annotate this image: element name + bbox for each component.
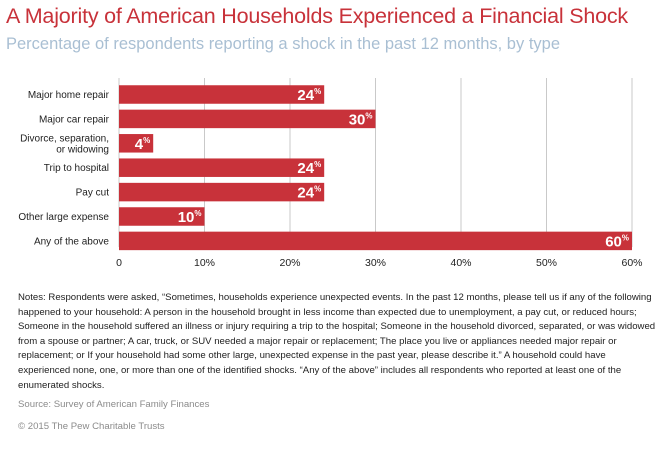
category-label: Divorce, separation, or widowing <box>20 133 109 155</box>
x-tick-label: 40% <box>450 257 471 269</box>
data-label: 24% <box>297 160 321 177</box>
data-label: 30% <box>349 111 373 128</box>
category-label: Major home repair <box>28 90 110 101</box>
bar <box>119 134 154 153</box>
category-label: Major car repair <box>39 114 110 125</box>
category-label: Pay cut <box>76 188 110 199</box>
x-tick-label: 20% <box>279 257 300 269</box>
x-tick-label: 30% <box>365 257 386 269</box>
chart-notes: Notes: Respondents were asked, “Sometime… <box>18 292 656 391</box>
bar <box>119 109 376 129</box>
data-label: 24% <box>297 87 321 104</box>
category-label: Other large expense <box>18 212 109 223</box>
x-tick-label: 0 <box>116 257 122 269</box>
bar <box>119 207 205 226</box>
chart-subtitle: Percentage of respondents reporting a sh… <box>6 35 561 53</box>
category-label: Trip to hospital <box>44 163 109 174</box>
bar <box>119 182 325 202</box>
chart-title: A Majority of American Households Experi… <box>6 4 628 28</box>
bar <box>119 158 325 177</box>
x-tick-label: 10% <box>194 257 215 269</box>
data-label: 24% <box>297 185 321 202</box>
bar-chart: 0 10% 20% 30% 40% 50% 60% Major home repair 24% M… <box>18 78 643 269</box>
data-label: 10% <box>178 209 202 226</box>
bar <box>119 85 325 104</box>
x-tick-label: 50% <box>536 257 557 269</box>
chart-source: Source: Survey of American Family Financ… <box>18 399 210 410</box>
copyright-notice: © 2015 The Pew Charitable Trusts <box>18 421 165 432</box>
data-label: 4% <box>135 136 150 153</box>
category-label: Any of the above <box>34 236 109 247</box>
data-label: 60% <box>605 233 629 250</box>
bar <box>119 231 632 251</box>
x-tick-label: 60% <box>621 257 642 269</box>
